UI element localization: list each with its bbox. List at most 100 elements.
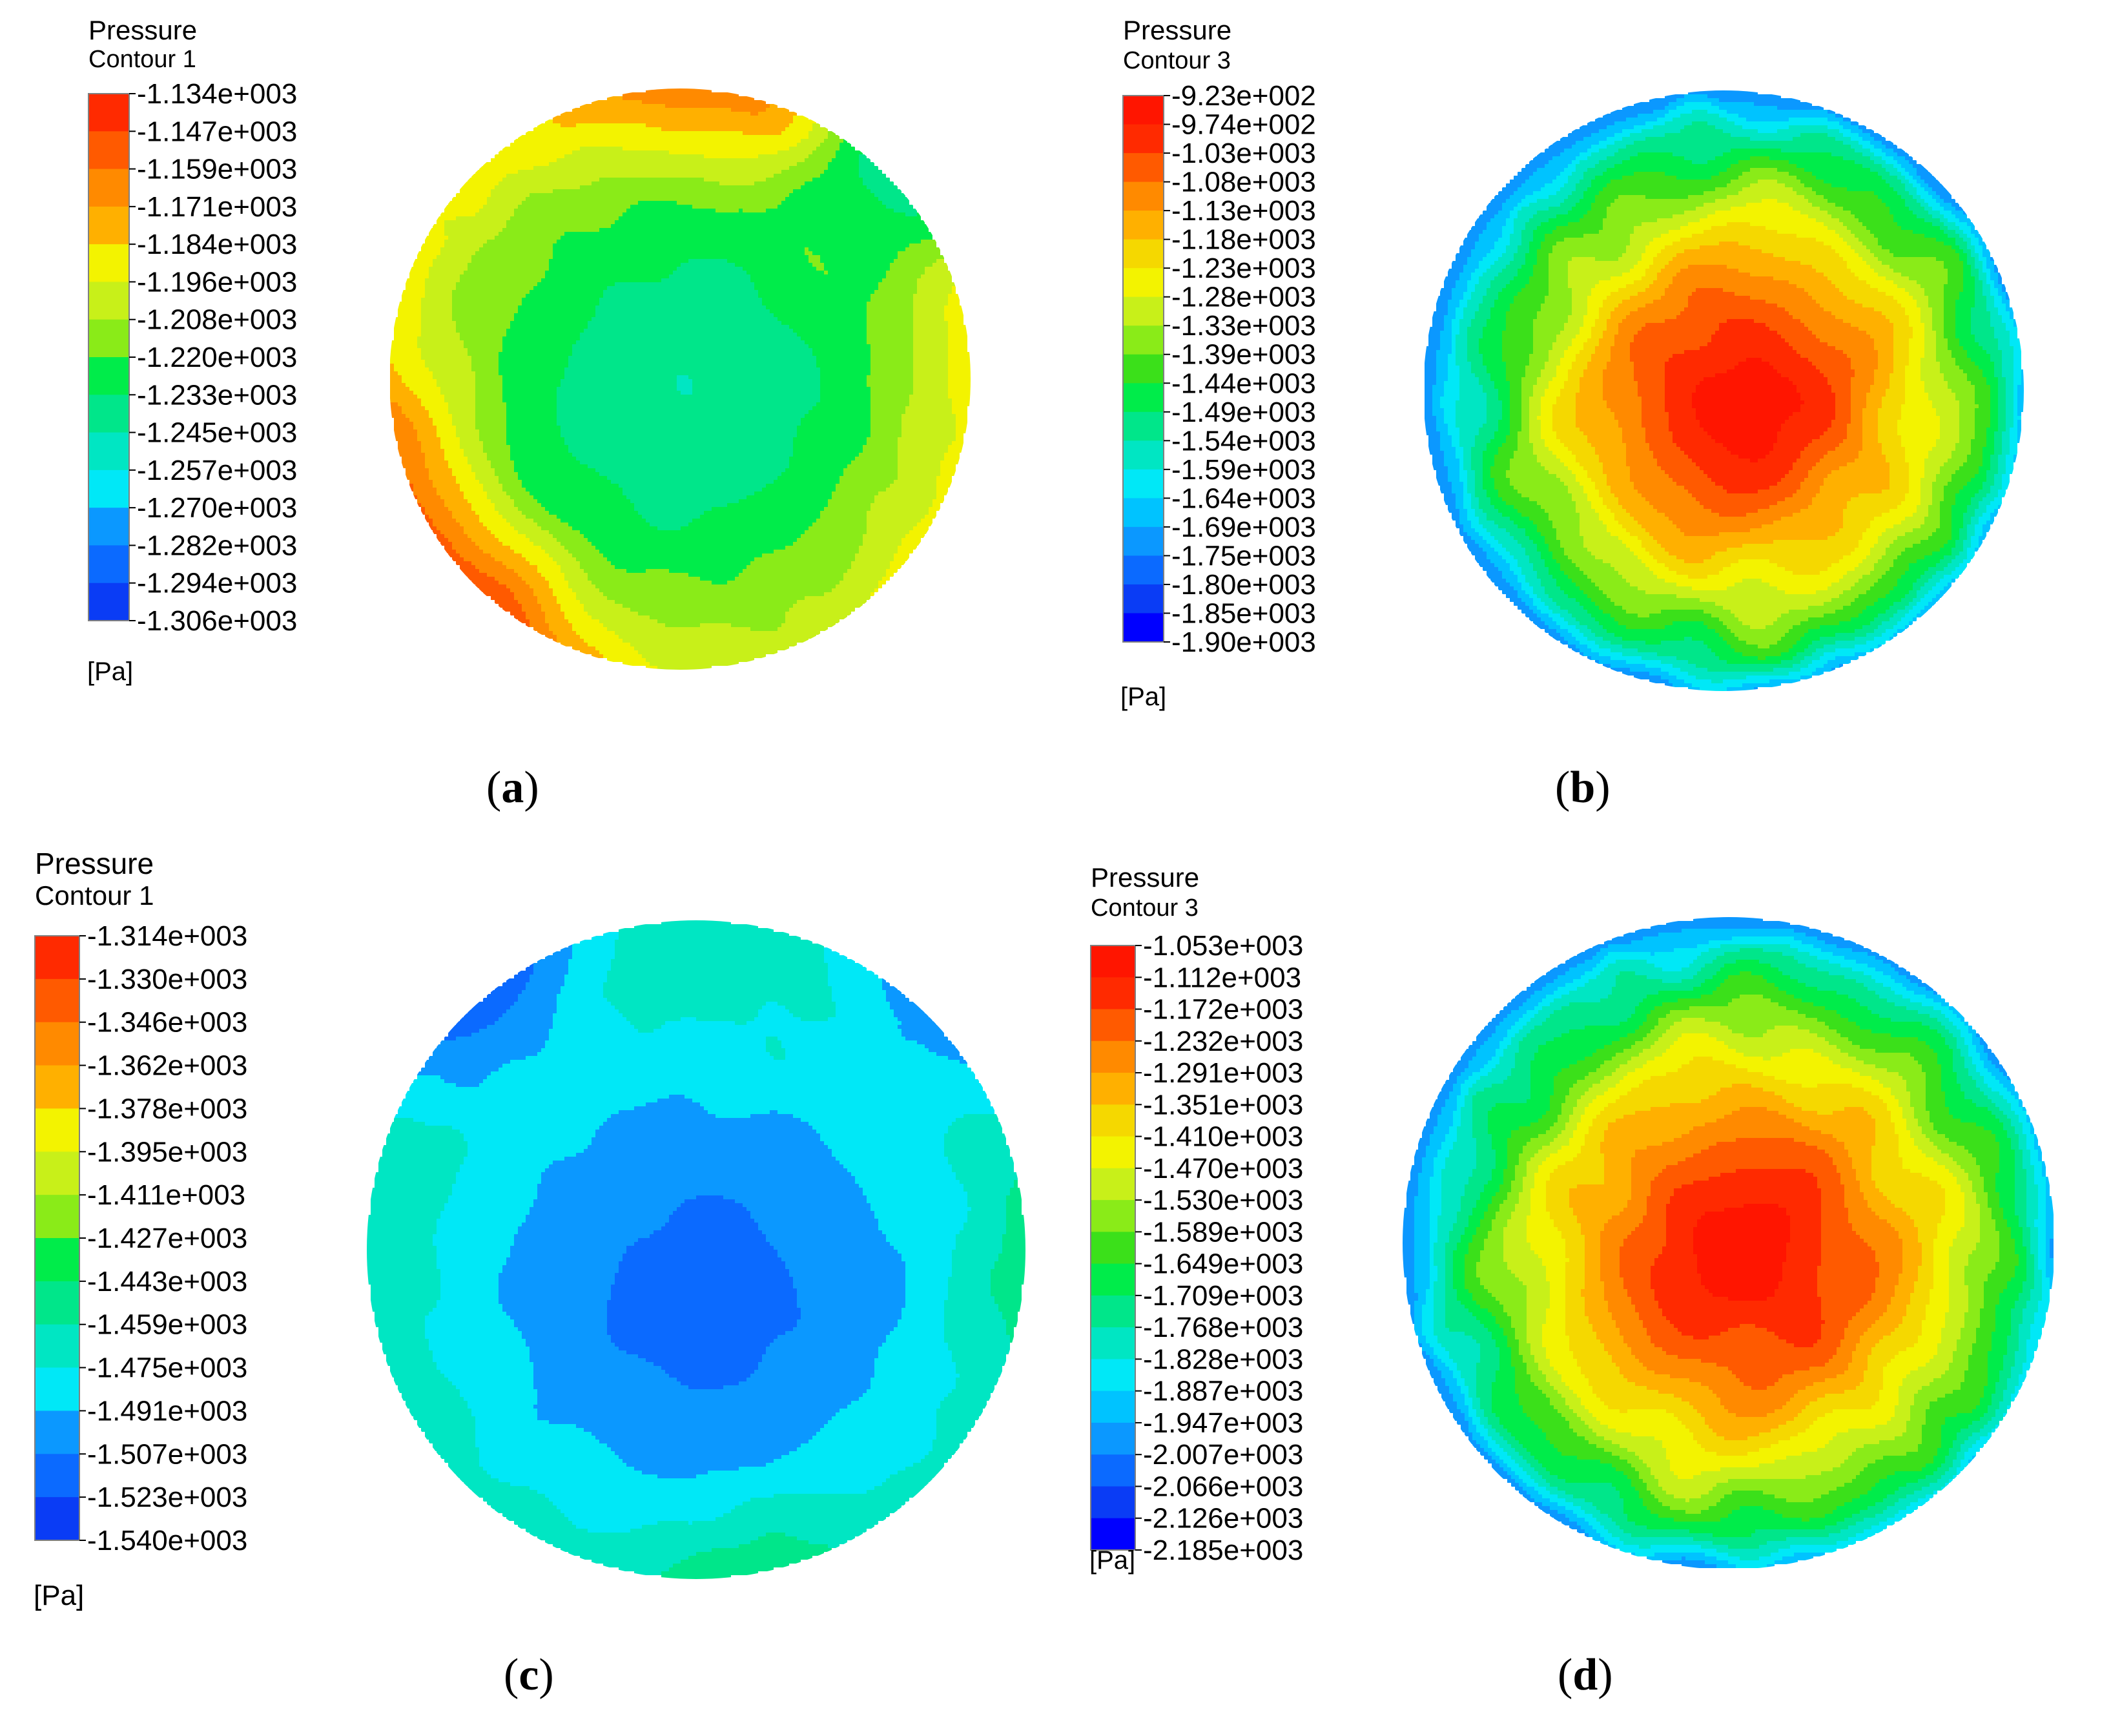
contour-band	[394, 932, 994, 1533]
legend-color-band	[35, 1324, 79, 1369]
legend-tick-label: -1.232e+003	[1143, 1026, 1303, 1057]
legend-tick-label: -1.208e+003	[137, 304, 297, 336]
legend-color-band	[1091, 946, 1135, 978]
colorbar-legend: -1.134e+003 -1.147e+003 -1.159e+003 -1.171e…	[88, 78, 297, 637]
legend-color-band	[1091, 1518, 1135, 1551]
legend-tick-label: -1.33e+003	[1171, 310, 1316, 342]
unit-label: [Pa]	[1120, 683, 1167, 711]
legend-color-band	[1123, 354, 1164, 384]
legend-tick-label: -1.49e+003	[1171, 397, 1316, 428]
legend-color-band	[1123, 124, 1164, 154]
legend-tick-label: -1.08e+003	[1171, 167, 1316, 198]
legend-tick-label: -1.69e+003	[1171, 512, 1316, 543]
legend-color-band	[1091, 1104, 1135, 1137]
legend-tick-label: -1.411e+003	[87, 1179, 245, 1211]
legend-color-band	[88, 545, 129, 584]
contour-field	[1425, 90, 2024, 691]
contour-band	[1630, 288, 1855, 517]
legend-color-band	[1123, 268, 1164, 298]
legend-tick-label: -1.410e+003	[1143, 1121, 1303, 1153]
legend-color-band	[1123, 326, 1164, 355]
legend-color-band	[88, 583, 129, 621]
legend-color-band	[88, 282, 129, 320]
legend-tick-label: -2.185e+003	[1143, 1534, 1303, 1566]
pressure-contour-disc	[1425, 90, 2024, 691]
legend-color-band	[1091, 1327, 1135, 1360]
legend-tick-label: -1.459e+003	[87, 1309, 247, 1341]
legend-tick-label: -1.053e+003	[1143, 930, 1303, 962]
legend-tick-label: -1.649e+003	[1143, 1248, 1303, 1280]
unit-label: [Pa]	[34, 1580, 85, 1611]
legend-title: Pressure	[88, 15, 198, 45]
unit-label: [Pa]	[87, 657, 134, 686]
legend-color-band	[35, 1410, 79, 1454]
legend-tick-label: -9.74e+002	[1171, 109, 1316, 141]
legend-tick-label: -1.112e+003	[1143, 962, 1301, 993]
legend-color-band	[35, 1108, 79, 1152]
legend-color-band	[1123, 239, 1164, 269]
legend-color-band	[1091, 1200, 1135, 1232]
legend-tick-label: -1.709e+003	[1143, 1280, 1303, 1312]
legend-tick-label: -1.54e+003	[1171, 425, 1316, 457]
contour-band	[1620, 1138, 1879, 1390]
legend-color-band	[1123, 411, 1164, 441]
legend-color-band	[1091, 977, 1135, 1010]
legend-color-band	[1123, 526, 1164, 557]
legend-tick-label: -1.39e+003	[1171, 339, 1316, 371]
legend-tick-label: -1.530e+003	[1143, 1184, 1303, 1216]
legend-color-band	[1123, 181, 1164, 211]
legend-tick-label: -1.80e+003	[1171, 569, 1316, 601]
legend-tick-label: -1.44e+003	[1171, 367, 1316, 399]
panel-caption-letter: c	[519, 1650, 539, 1700]
legend-color-band	[35, 1497, 79, 1541]
legend-color-band	[1091, 1009, 1135, 1042]
legend-color-band	[35, 1367, 79, 1412]
contour-band	[499, 139, 932, 584]
legend-tick-label: -1.351e+003	[1143, 1089, 1303, 1121]
legend-tick-label: -1.362e+003	[87, 1050, 247, 1082]
legend-color-band	[1091, 1295, 1135, 1328]
legend-color-band	[1091, 1040, 1135, 1073]
legend-color-band	[1123, 498, 1164, 528]
legend-tick-label: -1.395e+003	[87, 1136, 247, 1168]
legend-color-band	[35, 1022, 79, 1066]
legend-color-band	[1091, 1263, 1135, 1296]
legend-color-band	[1091, 1422, 1135, 1455]
legend-tick-label: -1.947e+003	[1143, 1407, 1303, 1439]
panel-b: Pressure Contour 3 -9.23e+002 -9.74e+002-…	[1055, 0, 2110, 868]
legend-title: Pressure	[1091, 862, 1200, 893]
legend-tick-label: -1.03e+003	[1171, 138, 1316, 169]
legend-tick-label: -1.306e+003	[137, 605, 297, 637]
panel-caption: (c)	[504, 1650, 554, 1700]
legend-bar-border	[1122, 95, 1164, 643]
legend-color-band	[1091, 1168, 1135, 1201]
legend-tick-label: -1.589e+003	[1143, 1216, 1303, 1248]
legend-tick-label: -1.245e+003	[137, 417, 297, 449]
legend-tick-label: -2.066e+003	[1143, 1471, 1303, 1502]
legend-subtitle: Contour 3	[1123, 47, 1231, 74]
legend-tick-label: -1.172e+003	[1143, 994, 1303, 1026]
legend-subtitle: Contour 3	[1091, 894, 1199, 922]
legend-tick-label: -1.23e+003	[1171, 253, 1316, 284]
legend-title: Pressure	[35, 847, 154, 880]
legend-color-band	[1123, 613, 1164, 643]
legend-tick-label: -1.90e+003	[1171, 626, 1316, 658]
legend-tick-label: -1.427e+003	[87, 1223, 247, 1254]
legend-color-band	[1091, 1486, 1135, 1519]
legend-color-band	[88, 395, 129, 433]
legend-color-band	[88, 470, 129, 508]
legend-color-band	[88, 244, 129, 283]
legend-color-band	[1091, 1390, 1135, 1423]
legend-tick-label: -1.257e+003	[137, 455, 297, 486]
legend-color-band	[1123, 584, 1164, 614]
legend-tick-label: -1.378e+003	[87, 1093, 247, 1124]
unit-label: [Pa]	[1089, 1546, 1136, 1575]
legend-tick-label: -1.270e+003	[137, 492, 297, 524]
legend-color-band	[88, 508, 129, 546]
legend-color-band	[88, 206, 129, 245]
contour-band	[444, 963, 801, 1389]
legend-color-band	[35, 1065, 79, 1110]
panel-c: Pressure Contour 1 -1.314e+003 -1.330e+00…	[0, 849, 1055, 1736]
legend-color-band	[1123, 440, 1164, 470]
legend-color-band	[1091, 1073, 1135, 1105]
